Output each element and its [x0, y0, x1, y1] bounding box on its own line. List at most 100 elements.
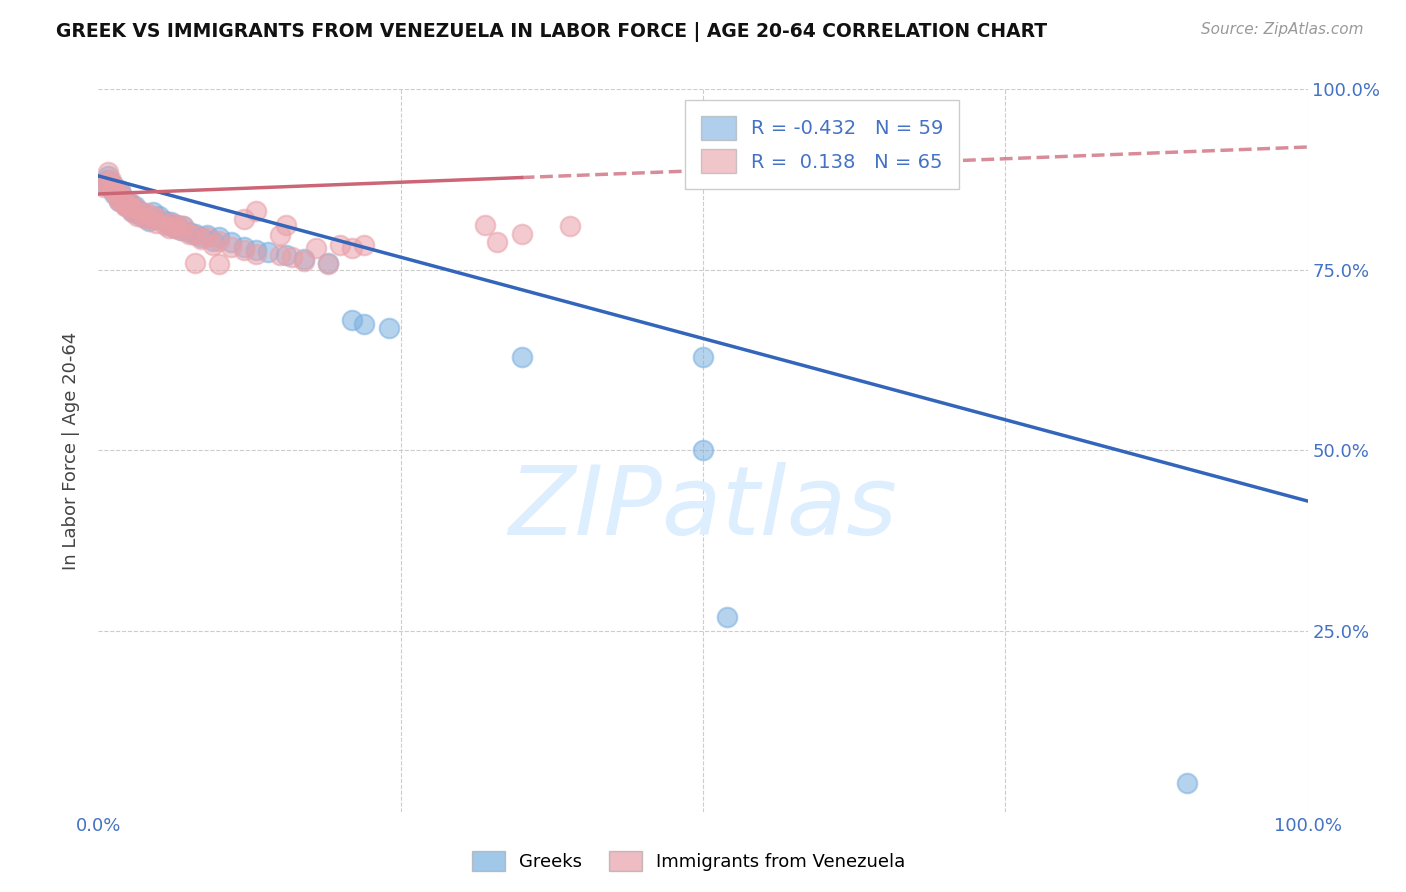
- Point: [172, 219, 194, 234]
- Point: [124, 199, 146, 213]
- Point: [105, 185, 128, 199]
- Legend: Greeks, Immigrants from Venezuela: Greeks, Immigrants from Venezuela: [465, 844, 912, 879]
- Point: [121, 205, 143, 219]
- Point: [103, 186, 125, 201]
- Point: [105, 186, 128, 201]
- Point: [118, 196, 141, 211]
- Point: [115, 198, 138, 212]
- Point: [716, 609, 738, 624]
- Point: [96, 176, 118, 190]
- Point: [179, 225, 201, 239]
- Point: [98, 176, 121, 190]
- Point: [138, 212, 160, 227]
- Point: [179, 227, 201, 241]
- Point: [221, 235, 243, 250]
- Point: [118, 194, 141, 209]
- Point: [474, 218, 496, 232]
- Point: [120, 198, 142, 212]
- Point: [145, 216, 167, 230]
- Point: [148, 212, 170, 227]
- Point: [142, 209, 165, 223]
- Point: [107, 191, 129, 205]
- Point: [103, 185, 125, 199]
- Point: [118, 199, 141, 213]
- Point: [114, 199, 136, 213]
- Point: [108, 183, 131, 197]
- Point: [111, 192, 134, 206]
- Point: [184, 255, 207, 269]
- Point: [245, 243, 267, 257]
- Point: [127, 209, 149, 223]
- Point: [342, 241, 364, 255]
- Point: [208, 230, 231, 244]
- Point: [292, 252, 315, 266]
- Point: [190, 232, 212, 246]
- Point: [195, 228, 218, 243]
- Point: [716, 109, 738, 123]
- Point: [166, 218, 188, 232]
- Point: [148, 209, 170, 223]
- Point: [316, 257, 339, 271]
- Point: [190, 230, 212, 244]
- Point: [134, 211, 156, 225]
- Point: [93, 179, 115, 194]
- Point: [108, 194, 131, 209]
- Point: [127, 202, 149, 217]
- Point: [101, 178, 124, 192]
- Point: [166, 218, 188, 232]
- Point: [184, 228, 207, 243]
- Point: [163, 221, 186, 235]
- Point: [138, 213, 160, 227]
- Point: [93, 176, 115, 190]
- Point: [129, 209, 152, 223]
- Point: [157, 221, 180, 235]
- Point: [153, 218, 176, 232]
- Point: [160, 215, 183, 229]
- Point: [329, 237, 352, 252]
- Point: [256, 244, 278, 259]
- Point: [202, 234, 225, 248]
- Point: [202, 237, 225, 252]
- Point: [342, 313, 364, 327]
- Point: [97, 165, 120, 179]
- Point: [208, 234, 231, 248]
- Y-axis label: In Labor Force | Age 20-64: In Labor Force | Age 20-64: [62, 331, 80, 570]
- Point: [108, 185, 131, 199]
- Point: [184, 227, 207, 241]
- Point: [100, 182, 122, 196]
- Point: [114, 195, 136, 210]
- Point: [104, 183, 127, 197]
- Legend: R = -0.432   N = 59, R =  0.138   N = 65: R = -0.432 N = 59, R = 0.138 N = 65: [685, 101, 959, 188]
- Point: [305, 241, 328, 255]
- Point: [100, 182, 122, 196]
- Point: [195, 230, 218, 244]
- Point: [510, 227, 533, 241]
- Point: [125, 206, 148, 220]
- Point: [281, 250, 304, 264]
- Point: [316, 255, 339, 269]
- Point: [692, 350, 714, 364]
- Point: [107, 189, 129, 203]
- Point: [157, 218, 180, 232]
- Point: [486, 235, 509, 250]
- Point: [135, 211, 157, 225]
- Point: [245, 203, 267, 218]
- Point: [163, 221, 186, 235]
- Point: [558, 219, 581, 234]
- Point: [120, 202, 142, 216]
- Point: [101, 178, 124, 192]
- Point: [221, 240, 243, 254]
- Point: [145, 212, 167, 227]
- Text: Source: ZipAtlas.com: Source: ZipAtlas.com: [1201, 22, 1364, 37]
- Point: [353, 317, 375, 331]
- Point: [232, 240, 254, 254]
- Point: [169, 223, 191, 237]
- Point: [108, 194, 131, 209]
- Point: [121, 203, 143, 218]
- Point: [274, 218, 297, 232]
- Point: [232, 212, 254, 227]
- Point: [153, 213, 176, 227]
- Point: [353, 237, 375, 252]
- Point: [98, 179, 121, 194]
- Point: [96, 172, 118, 186]
